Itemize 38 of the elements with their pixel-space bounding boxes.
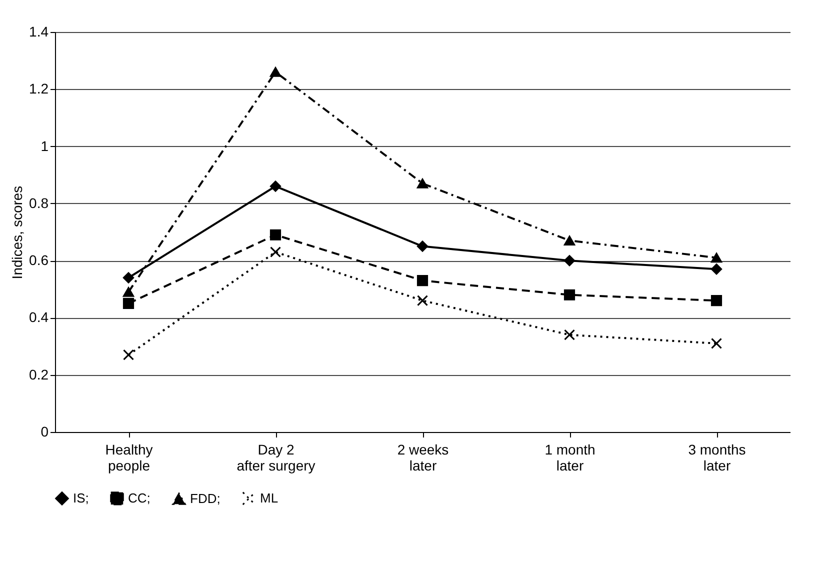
legend-label: CC; — [128, 490, 150, 506]
point — [564, 236, 576, 246]
y-tick-label: 1.2 — [29, 80, 49, 97]
point — [122, 272, 134, 284]
y-tick-label: 0.8 — [29, 194, 49, 211]
legend-label: FDD; — [190, 490, 220, 506]
legend-label: ML — [260, 490, 278, 506]
point — [270, 246, 282, 258]
x-tick-label: 2 weeks later — [397, 442, 449, 474]
point — [122, 349, 134, 360]
y-tick-label: 1 — [40, 138, 49, 154]
point — [564, 289, 576, 300]
point — [416, 275, 428, 286]
point — [710, 252, 722, 263]
x-tick-label: 3 months later — [688, 442, 746, 474]
y-tick-label: 0.6 — [29, 252, 49, 268]
point — [416, 178, 428, 188]
point — [122, 298, 134, 309]
y-tick-label: 0.2 — [29, 366, 49, 382]
legend-label: IS; — [73, 490, 89, 506]
point — [710, 338, 722, 349]
point — [122, 287, 134, 297]
x-tick-label: 1 month later — [544, 442, 596, 474]
y-tick-label: 0.4 — [29, 309, 49, 326]
point — [416, 295, 428, 306]
point — [416, 240, 428, 252]
point — [270, 67, 282, 77]
point — [564, 329, 576, 340]
point — [710, 264, 722, 275]
point — [710, 295, 722, 306]
x-tick-label: Day 2 after surgery — [236, 442, 316, 474]
y-tick-label: 1.4 — [29, 24, 49, 40]
y-axis-title: Indices, scores — [9, 186, 26, 280]
y-tick-label: 0 — [40, 424, 49, 440]
point — [564, 255, 576, 266]
point — [270, 229, 282, 240]
point — [270, 180, 282, 192]
x-tick-label: Healthy people — [105, 442, 153, 474]
